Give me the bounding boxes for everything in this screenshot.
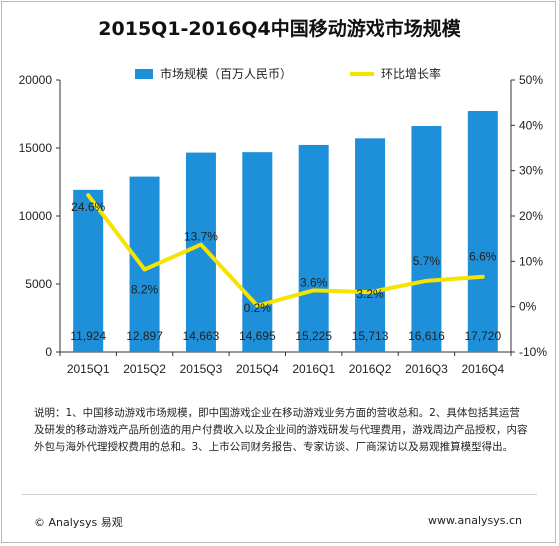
x-tick-label: 2015Q1 bbox=[67, 362, 110, 376]
bar bbox=[73, 189, 104, 352]
growth-rate-line bbox=[86, 193, 485, 308]
bar bbox=[355, 138, 386, 352]
y-right-tick-label: 20% bbox=[519, 209, 543, 223]
line-value-label: 5.7% bbox=[413, 254, 441, 268]
y-right-tick-label: 10% bbox=[519, 254, 543, 268]
bar-value-label: 15,713 bbox=[352, 329, 389, 343]
y-right-tick-label: 30% bbox=[519, 164, 543, 178]
footer-divider bbox=[22, 494, 537, 495]
x-tick-label: 2015Q3 bbox=[180, 362, 223, 376]
bar-value-label: 17,720 bbox=[464, 329, 501, 343]
y-left-tick-label: 15000 bbox=[19, 141, 53, 155]
bar-value-label: 14,663 bbox=[183, 329, 220, 343]
line-value-label: 6.6% bbox=[469, 250, 497, 264]
bar bbox=[411, 126, 442, 352]
bar-value-label: 16,616 bbox=[408, 329, 445, 343]
line-value-label: 3.6% bbox=[300, 275, 328, 289]
x-tick-label: 2016Q2 bbox=[349, 362, 392, 376]
footer-url: www.analysys.cn bbox=[428, 514, 522, 527]
legend-line-label: 环比增长率 bbox=[381, 66, 441, 81]
bar bbox=[185, 152, 216, 352]
bar bbox=[242, 152, 273, 352]
chart-note: 说明：1、中国移动游戏市场规模，即中国游戏企业在移动游戏业务方面的营收总和。2、… bbox=[34, 407, 528, 453]
x-tick-label: 2016Q4 bbox=[461, 362, 504, 376]
line-value-label: 3.2% bbox=[356, 287, 384, 301]
y-left-tick-label: 20000 bbox=[19, 73, 53, 87]
x-tick-label: 2015Q4 bbox=[236, 362, 279, 376]
bar-value-label: 14,695 bbox=[239, 329, 276, 343]
x-tick-label: 2016Q1 bbox=[292, 362, 335, 376]
y-left-tick-label: 10000 bbox=[19, 209, 53, 223]
legend-bar-label: 市场规模（百万人民币） bbox=[160, 66, 292, 81]
y-right-tick-label: 40% bbox=[519, 118, 543, 132]
y-left-tick-label: 5000 bbox=[25, 277, 52, 291]
y-right-tick-label: 50% bbox=[519, 73, 543, 87]
bar bbox=[467, 111, 498, 353]
bar-value-label: 11,924 bbox=[70, 329, 106, 343]
chart-plot: 0 5000 10000 15000 20000 -10% 0% 10% 20% 30% 40% 50… bbox=[19, 66, 548, 376]
bar-value-label: 15,225 bbox=[295, 329, 332, 343]
legend-bar-swatch bbox=[135, 69, 153, 79]
y-right-tick-label: -10% bbox=[519, 345, 547, 359]
x-tick-label: 2016Q3 bbox=[405, 362, 448, 376]
footer-copyright: © Analysys 易观 bbox=[34, 516, 123, 529]
line-value-label: 8.2% bbox=[131, 282, 159, 296]
chart-title: 2015Q1-2016Q4中国移动游戏市场规模 bbox=[98, 18, 461, 40]
line-value-label: 24.6% bbox=[71, 200, 105, 214]
y-left-tick-label: 0 bbox=[45, 345, 52, 359]
bar bbox=[298, 144, 329, 352]
line-value-label: 0.2% bbox=[244, 301, 272, 315]
x-tick-label: 2015Q2 bbox=[123, 362, 166, 376]
y-right-tick-label: 0% bbox=[519, 300, 537, 314]
line-value-label: 13.7% bbox=[184, 230, 218, 244]
bar-value-label: 12,897 bbox=[126, 329, 163, 343]
